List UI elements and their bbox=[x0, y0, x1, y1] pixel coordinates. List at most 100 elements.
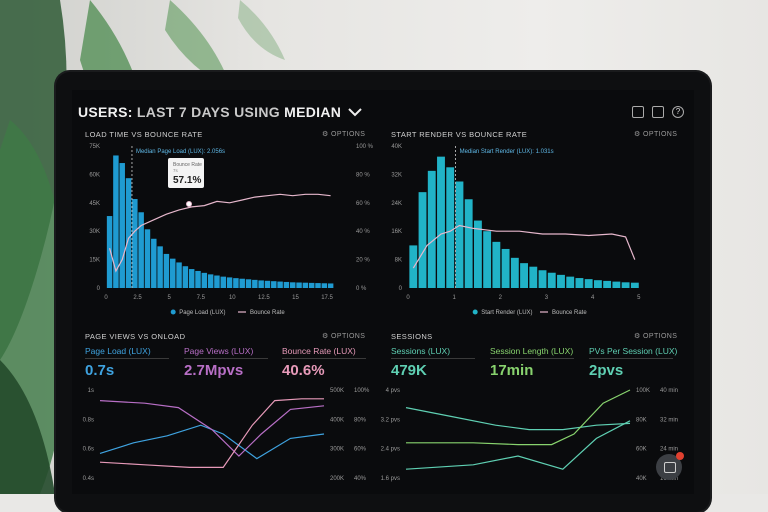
y-tick-label: 16K bbox=[391, 229, 402, 235]
histogram-bar bbox=[125, 178, 132, 288]
load-time-chart: 75K 60K 45K 30K 15K 0 100 % 80 % 60 % 40 % 20 % 0 %… bbox=[89, 144, 373, 316]
chat-button[interactable] bbox=[656, 452, 684, 480]
x-tick-label: 5 bbox=[637, 295, 641, 301]
x-tick-label: 12.5 bbox=[258, 295, 270, 301]
histogram-bar bbox=[418, 192, 427, 288]
histogram-bar bbox=[290, 282, 296, 288]
legend-label: Bounce Rate bbox=[250, 310, 285, 316]
y2-tick-label: 500K bbox=[330, 388, 344, 394]
histogram-bar bbox=[308, 282, 315, 288]
histogram-bar bbox=[252, 279, 258, 288]
chat-icon bbox=[664, 462, 676, 473]
histogram-bar bbox=[296, 282, 302, 288]
legend-dot bbox=[170, 309, 176, 315]
median-annotation: Median Page Load (LUX): 2.056s bbox=[136, 149, 225, 155]
histogram-bar bbox=[547, 272, 556, 288]
histogram-bar bbox=[427, 170, 436, 288]
histogram-bar bbox=[239, 278, 245, 288]
tooltip-box bbox=[168, 158, 204, 188]
tooltip-point bbox=[186, 201, 192, 207]
x-tick-label: 5 bbox=[167, 295, 171, 301]
y-tick-label: 45K bbox=[89, 201, 100, 207]
histogram-bar bbox=[483, 231, 492, 288]
histogram-bar bbox=[207, 274, 214, 288]
metric-divider bbox=[85, 358, 169, 359]
histogram-bar bbox=[437, 156, 445, 288]
x-tick-label: 1 bbox=[452, 295, 456, 301]
histogram-bar bbox=[188, 269, 195, 288]
histogram-bar bbox=[144, 229, 151, 288]
y2-tick-label: 40 % bbox=[356, 229, 370, 235]
y-tick-label: 3.2 pvs bbox=[381, 417, 400, 423]
x-tick-label: 2.5 bbox=[133, 295, 142, 301]
metric-divider bbox=[490, 358, 574, 359]
histogram-bar bbox=[501, 248, 510, 288]
y-tick-label: 0.6s bbox=[83, 447, 94, 453]
dashboard-title[interactable]: USERS: LAST 7 DAYS USING MEDIAN bbox=[78, 104, 363, 120]
sessions-options[interactable]: ⚙ OPTIONS bbox=[634, 333, 678, 340]
page-views-options[interactable]: ⚙ OPTIONS bbox=[322, 333, 366, 340]
monitor-icon[interactable] bbox=[632, 106, 644, 118]
load-time-options[interactable]: ⚙ OPTIONS bbox=[322, 131, 366, 138]
start-render-chart: 40K 32K 24K 16K 8K 00 1 2 3 4 5 Median Start Render… bbox=[391, 144, 641, 316]
y-tick-label: 0.4s bbox=[83, 476, 94, 482]
y-tick-label: 32K bbox=[391, 172, 402, 178]
x-tick-label: 7.5 bbox=[197, 295, 206, 301]
image-icon[interactable] bbox=[652, 106, 664, 118]
histogram-bar bbox=[315, 283, 321, 288]
histogram-bar bbox=[271, 281, 277, 288]
y-tick-label: 0.8s bbox=[83, 417, 94, 423]
y3-tick-label: 40% bbox=[354, 476, 367, 482]
legend-dot bbox=[472, 309, 478, 315]
y3-tick-label: 40 min bbox=[660, 388, 678, 394]
histogram-bar bbox=[464, 199, 473, 288]
metric-value-session-length: 17min bbox=[490, 362, 534, 379]
y3-tick-label: 32 min bbox=[660, 417, 678, 423]
histogram-bar bbox=[106, 216, 113, 288]
legend-label: Bounce Rate bbox=[552, 310, 587, 316]
options-label: OPTIONS bbox=[331, 333, 366, 340]
histogram-bar bbox=[302, 282, 309, 288]
y2-tick-label: 80 % bbox=[356, 172, 370, 178]
histogram-bar bbox=[575, 278, 584, 288]
sessions-chart: 4 pvs 3.2 pvs 2.4 pvs 1.6 pvs 100K 80K 60K 40K 4… bbox=[381, 388, 678, 482]
help-icon[interactable]: ? bbox=[672, 106, 684, 118]
y2-tick-label: 20 % bbox=[356, 258, 370, 264]
histogram-bar bbox=[473, 220, 482, 288]
histogram-bar bbox=[233, 278, 239, 288]
metric-value-page-load: 0.7s bbox=[85, 362, 115, 379]
y-tick-label: 15K bbox=[89, 258, 100, 264]
metric-label-page-views: Page Views (LUX) bbox=[184, 346, 254, 356]
y-tick-label: 1.6 pvs bbox=[381, 476, 400, 482]
tooltip-title: Bounce Rate bbox=[173, 162, 202, 168]
x-tick-label: 0 bbox=[406, 295, 410, 301]
histogram-bar bbox=[119, 163, 125, 288]
histogram-bar bbox=[258, 280, 264, 288]
y-tick-label: 0 bbox=[97, 286, 101, 292]
dashboard-screen: USERS: LAST 7 DAYS USING MEDIAN ? LOAD T… bbox=[72, 90, 694, 494]
histogram-bar bbox=[226, 277, 233, 288]
x-tick-label: 0 bbox=[104, 295, 108, 301]
y3-tick-label: 60% bbox=[354, 447, 367, 453]
notification-badge bbox=[676, 452, 684, 460]
histogram-bar bbox=[510, 257, 519, 288]
chevron-down-icon[interactable] bbox=[348, 108, 363, 117]
y3-tick-label: 100% bbox=[354, 388, 370, 394]
y2-tick-label: 400K bbox=[330, 417, 344, 423]
options-label: OPTIONS bbox=[331, 131, 366, 138]
x-tick-label: 17.5 bbox=[321, 295, 333, 301]
series-line bbox=[405, 420, 631, 470]
histogram-bar bbox=[163, 253, 170, 288]
y2-tick-label: 100K bbox=[636, 388, 650, 394]
y-tick-label: 0 bbox=[399, 286, 403, 292]
histogram-bar bbox=[182, 266, 189, 288]
histogram-bar bbox=[630, 282, 639, 288]
histogram-bar bbox=[214, 275, 220, 288]
series-line bbox=[99, 398, 324, 468]
y-tick-label: 75K bbox=[89, 144, 100, 150]
sessions-title: SESSIONS bbox=[391, 332, 433, 341]
histogram-bar bbox=[409, 245, 418, 288]
start-render-options[interactable]: ⚙ OPTIONS bbox=[634, 131, 678, 138]
tooltip-value: 57.1% bbox=[173, 175, 201, 186]
y-tick-label: 40K bbox=[391, 144, 402, 150]
